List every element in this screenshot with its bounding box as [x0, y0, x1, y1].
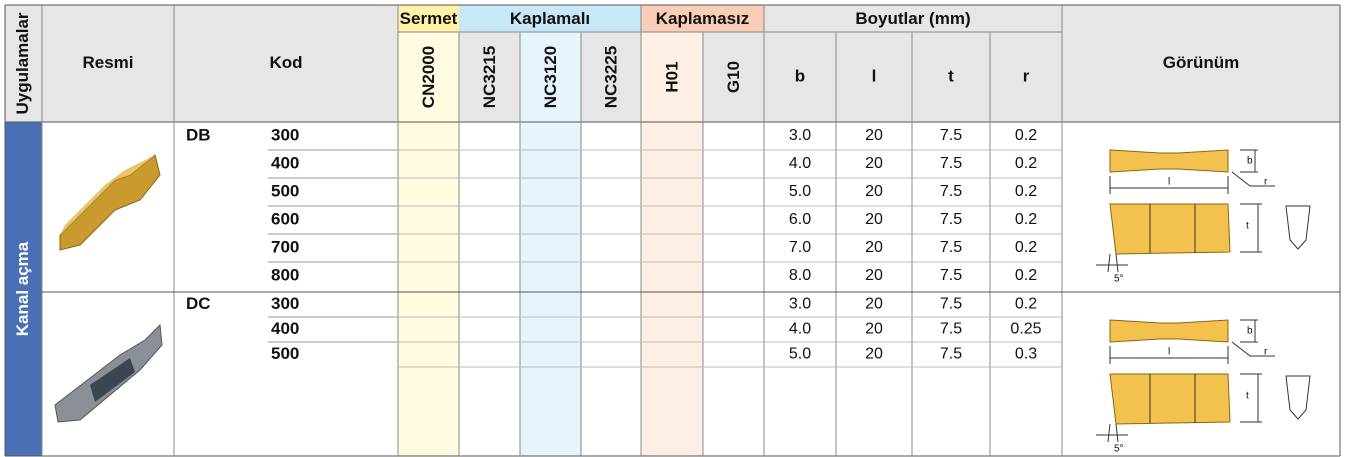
dimension-value: 3.0 [789, 127, 811, 144]
dimension-value: 4.0 [789, 155, 811, 172]
diagram-label: b [1247, 326, 1253, 337]
column-tint [520, 122, 581, 456]
dimension-value: 5.0 [789, 346, 811, 363]
dimension-value: 7.5 [940, 346, 962, 363]
diagram-label: 5° [1114, 444, 1124, 455]
page: {"header": {"side_label": "Uygulamalar",… [0, 0, 1348, 457]
dimension-value: 7.5 [940, 296, 962, 313]
code: 400 [271, 153, 299, 172]
dimension-value: 20 [865, 239, 883, 256]
dim [1096, 254, 1128, 272]
side-view [1286, 376, 1310, 419]
diagram-label: 5° [1114, 274, 1124, 285]
column-tint [641, 122, 703, 456]
insert-photo [60, 155, 160, 250]
dimension-value: 3.0 [789, 296, 811, 313]
diagram-label: l [1168, 347, 1170, 358]
dimension-value: 20 [865, 296, 883, 313]
code: 300 [271, 294, 299, 313]
side-header: Uygulamalar [13, 12, 32, 114]
grade-header: H01 [662, 61, 681, 92]
dimension-value: 20 [865, 127, 883, 144]
dimension-header: r [1023, 66, 1030, 85]
insert-body [60, 155, 160, 250]
side-view [1286, 206, 1310, 249]
dimension-value: 6.0 [789, 211, 811, 228]
dimension-value: 20 [865, 183, 883, 200]
grade-header: CN2000 [419, 46, 438, 108]
dim [1232, 172, 1275, 186]
dimension-value: 20 [865, 211, 883, 228]
dimension-value: 0.2 [1015, 155, 1037, 172]
top-view [1110, 150, 1228, 172]
grade-header: NC3120 [541, 46, 560, 108]
code: 400 [271, 319, 299, 338]
code: 500 [271, 344, 299, 363]
grade-header: NC3225 [601, 46, 620, 108]
dimension-value: 7.5 [940, 239, 962, 256]
code-header: Kod [269, 53, 302, 72]
dim [1240, 374, 1262, 422]
code: 300 [271, 125, 299, 144]
dimension-value: 0.2 [1015, 183, 1037, 200]
dimension-value: 7.0 [789, 239, 811, 256]
dimension-value: 0.2 [1015, 211, 1037, 228]
dimension-value: 7.5 [940, 183, 962, 200]
dimension-value: 5.0 [789, 183, 811, 200]
code: 500 [271, 181, 299, 200]
dimension-value: 0.3 [1015, 346, 1037, 363]
dimension-value: 20 [865, 346, 883, 363]
group-header: Kaplamalı [510, 9, 590, 28]
diagram-label: l [1168, 177, 1170, 188]
dimension-value: 7.5 [940, 155, 962, 172]
dimension-value: 8.0 [789, 267, 811, 284]
dimension-header: l [872, 66, 877, 85]
dimension-value: 0.2 [1015, 296, 1037, 313]
code: 600 [271, 209, 299, 228]
dimension-value: 4.0 [789, 321, 811, 338]
grade-header: G10 [724, 61, 743, 93]
dimension-header: t [948, 66, 954, 85]
diagram-label: b [1247, 156, 1253, 167]
insert-photo [55, 325, 162, 422]
group-code: DC [186, 294, 211, 313]
code: 800 [271, 265, 299, 284]
dimension-value: 20 [865, 321, 883, 338]
front-view [1110, 204, 1230, 254]
dimension-value: 0.2 [1015, 267, 1037, 284]
dimension-value: 20 [865, 267, 883, 284]
product-table: Sermet CN2000 Kaplamalı NC3215 NC3120 NC3225 K… [0, 0, 1348, 457]
dim [1232, 342, 1275, 356]
dimension-value: 7.5 [940, 321, 962, 338]
dimension-value: 7.5 [940, 267, 962, 284]
group-header: Sermet [400, 9, 458, 28]
dimension-value: 0.25 [1010, 321, 1041, 338]
dimension-value: 7.5 [940, 127, 962, 144]
diagram-label: t [1246, 221, 1249, 232]
dimensions-header: Boyutlar (mm) [855, 9, 970, 28]
view-header: Görünüm [1163, 53, 1240, 72]
grade-header: NC3215 [480, 46, 499, 108]
dimension-value: 0.2 [1015, 127, 1037, 144]
dimension-value: 0.2 [1015, 239, 1037, 256]
column-tint [398, 122, 459, 456]
front-view [1110, 374, 1230, 424]
dim [1096, 424, 1128, 442]
dimension-value: 7.5 [940, 211, 962, 228]
group-header: Kaplamasız [656, 9, 750, 28]
group-code: DB [186, 125, 211, 144]
image-header: Resmi [82, 53, 133, 72]
code: 700 [271, 237, 299, 256]
top-view [1110, 320, 1228, 342]
application-label: Kanal açma [13, 241, 32, 336]
dim [1240, 204, 1262, 252]
dimension-header: b [795, 66, 805, 85]
diagram-label: t [1246, 391, 1249, 402]
dimension-value: 20 [865, 155, 883, 172]
